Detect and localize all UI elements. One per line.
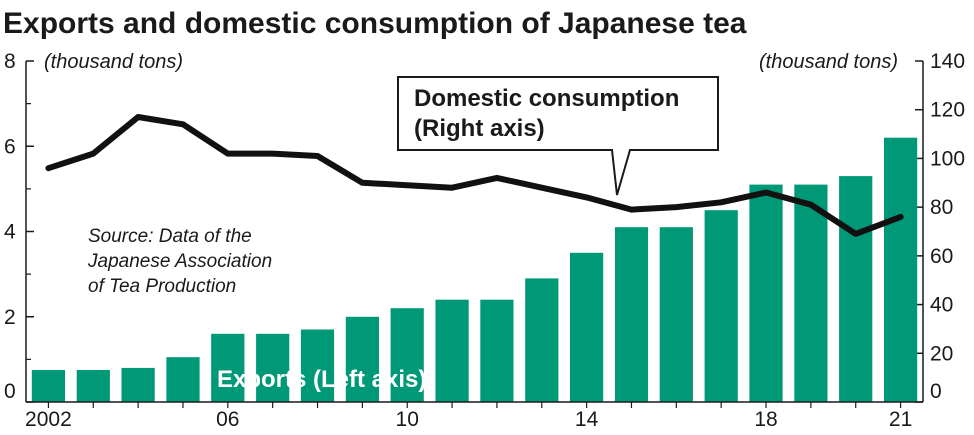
export-bar-2006 (211, 333, 245, 402)
callout-line-1: Domestic consumption (414, 85, 679, 112)
left-axis: 0 2 4 6 8 (4, 50, 34, 403)
export-bar-2014 (570, 252, 604, 402)
consumption-line (45, 114, 904, 237)
right-tick-label-120: 120 (930, 99, 965, 122)
left-tick-label-4: 4 (4, 221, 16, 244)
export-bar-2010 (390, 308, 424, 402)
right-tick-label-80: 80 (930, 196, 953, 219)
export-bar-2008 (300, 329, 335, 402)
x-tick-label-2014: 14 (575, 408, 599, 431)
export-bar-2019 (794, 184, 828, 402)
export-bar-2012 (480, 299, 514, 402)
export-bar-2020 (839, 176, 873, 402)
right-tick-label-0: 0 (930, 380, 942, 403)
right-tick-label-40: 40 (930, 294, 953, 317)
left-axis-unit: (thousand tons) (44, 51, 183, 73)
left-tick-label-6: 6 (4, 135, 16, 158)
right-tick-label-20: 20 (930, 342, 953, 365)
export-bar-2002 (31, 370, 65, 402)
export-bars (31, 137, 918, 403)
x-axis: 2002 06 10 14 18 21 (25, 402, 912, 431)
source-line-1: Source: Data of the (88, 226, 252, 247)
right-tick-label-100: 100 (930, 147, 965, 170)
chart-title: Exports and domestic consumption of Japa… (3, 7, 747, 40)
left-tick-label-8: 8 (4, 50, 16, 73)
export-bar-2007 (256, 333, 290, 402)
right-tick-label-60: 60 (930, 245, 953, 268)
exports-series-label: Exports (Left axis) (217, 366, 426, 393)
export-bar-2005 (166, 357, 200, 402)
x-tick-label-2010: 10 (396, 408, 419, 431)
export-bar-2015 (614, 227, 649, 402)
export-bar-2013 (525, 278, 559, 402)
left-tick-label-0: 0 (4, 380, 16, 403)
export-bar-2017 (704, 210, 738, 402)
source-note: Source: Data of the Japanese Association… (87, 226, 272, 297)
callout-line-2: (Right axis) (414, 115, 545, 142)
export-bar-2018 (749, 184, 783, 402)
consumption-callout: Domestic consumption (Right axis) (397, 76, 719, 196)
export-bar-2003 (76, 370, 110, 402)
x-tick-label-2002: 2002 (25, 408, 72, 431)
x-tick-label-2018: 18 (754, 408, 777, 431)
source-line-2: Japanese Association (87, 251, 272, 272)
export-bar-2016 (659, 227, 693, 402)
consumption-points (48, 116, 901, 234)
left-tick-label-2: 2 (4, 306, 16, 329)
export-bar-2004 (121, 367, 155, 402)
source-line-3: of Tea Production (88, 276, 236, 297)
x-tick-label-2021: 21 (889, 408, 912, 431)
export-bar-2021 (884, 137, 918, 402)
export-bar-2011 (435, 299, 469, 402)
right-tick-label-140: 140 (930, 50, 965, 73)
right-axis-unit: (thousand tons) (759, 51, 898, 73)
callout-box (397, 76, 719, 196)
x-tick-label-2006: 06 (216, 408, 239, 431)
export-bar-2009 (345, 316, 379, 403)
right-axis: 0 20 40 60 80 100 120 140 (915, 50, 965, 403)
